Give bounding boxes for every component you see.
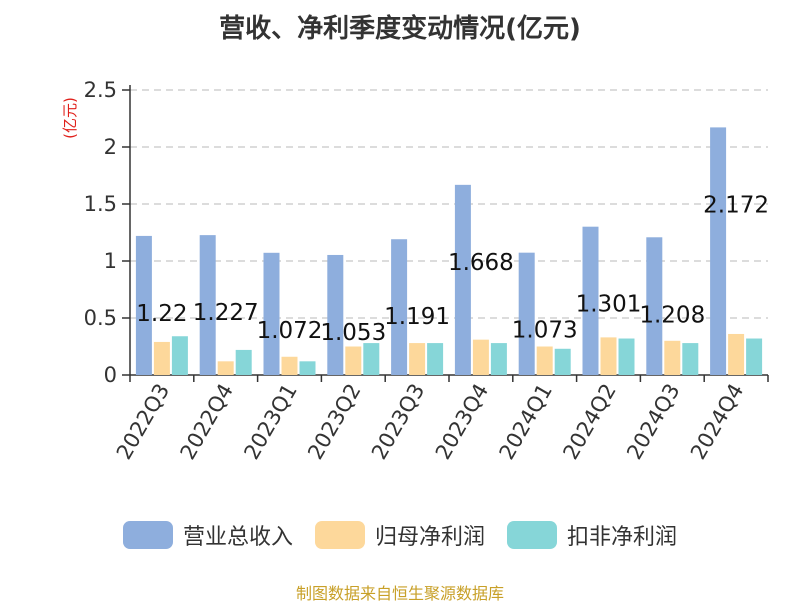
source-note: 制图数据来自恒生聚源数据库	[295, 584, 504, 603]
x-tick-label: 2024Q2	[558, 380, 620, 464]
legend-item-net-profit[interactable]: 归母净利润	[314, 519, 485, 551]
bar-deducted-net-profit[interactable]	[618, 338, 635, 375]
x-tick-label: 2024Q1	[495, 380, 557, 464]
x-tick-label: 2023Q2	[303, 380, 365, 464]
x-tick-label: 2022Q4	[176, 380, 238, 464]
bar-deducted-net-profit[interactable]	[299, 361, 316, 375]
bar-net-profit[interactable]	[728, 333, 745, 375]
legend-item-revenue[interactable]: 营业总收入	[122, 519, 293, 551]
bars	[135, 127, 763, 376]
data-label: 1.053	[320, 320, 386, 346]
bar-revenue[interactable]	[199, 235, 216, 375]
y-tick-label: 0	[104, 363, 117, 387]
bar-net-profit[interactable]	[281, 356, 298, 375]
bar-net-profit[interactable]	[153, 341, 170, 375]
bar-revenue[interactable]	[263, 252, 280, 375]
x-tick-label: 2024Q4	[686, 380, 748, 464]
bar-revenue[interactable]	[646, 237, 663, 375]
bar-revenue[interactable]	[710, 127, 727, 375]
bar-net-profit[interactable]	[664, 340, 681, 375]
legend: 营业总收入 归母净利润 扣非净利润	[0, 519, 800, 551]
bar-net-profit[interactable]	[217, 361, 234, 375]
legend-swatch-net-profit	[314, 521, 365, 549]
y-tick-label: 2	[104, 135, 117, 159]
grid-lines	[130, 89, 768, 319]
x-tick-label: 2023Q4	[431, 380, 493, 464]
data-label: 1.191	[384, 304, 450, 330]
bar-net-profit[interactable]	[409, 343, 426, 375]
data-label: 1.22	[136, 301, 187, 327]
data-label: 1.073	[512, 318, 578, 344]
bar-revenue[interactable]	[582, 226, 599, 375]
y-tick-label: 1	[104, 249, 117, 273]
bar-deducted-net-profit[interactable]	[554, 348, 571, 375]
y-axis-label: (亿元)	[61, 97, 79, 139]
y-tick-label: 1.5	[84, 192, 117, 216]
data-label: 1.227	[193, 300, 259, 326]
data-label: 2.172	[703, 192, 769, 218]
x-tick-label: 2024Q3	[622, 380, 684, 464]
bar-deducted-net-profit[interactable]	[235, 349, 252, 375]
x-tick-label: 2022Q3	[112, 380, 174, 464]
bar-net-profit[interactable]	[536, 346, 553, 376]
bar-net-profit[interactable]	[472, 339, 489, 375]
bar-deducted-net-profit[interactable]	[682, 343, 699, 375]
x-tick-label: 2023Q1	[239, 380, 301, 464]
legend-label-revenue: 营业总收入	[182, 525, 293, 550]
bar-net-profit[interactable]	[600, 337, 617, 375]
data-label: 1.668	[448, 250, 514, 276]
bar-revenue[interactable]	[135, 235, 152, 375]
data-label: 1.301	[576, 292, 642, 318]
bar-revenue[interactable]	[454, 184, 471, 375]
y-tick-label: 0.5	[84, 306, 117, 330]
data-label: 1.208	[639, 302, 705, 328]
legend-item-deducted-net-profit[interactable]: 扣非净利润	[507, 519, 677, 551]
bar-deducted-net-profit[interactable]	[171, 336, 188, 375]
chart-title: 营收、净利季度变动情况(亿元)	[219, 14, 581, 44]
bar-deducted-net-profit[interactable]	[490, 343, 507, 375]
legend-swatch-revenue	[122, 521, 173, 549]
x-tick-label: 2023Q3	[367, 380, 429, 464]
y-tick-label: 2.5	[84, 78, 117, 102]
bar-revenue[interactable]	[518, 252, 535, 375]
bar-deducted-net-profit[interactable]	[363, 343, 380, 375]
legend-label-deducted-net-profit: 扣非净利润	[567, 525, 678, 550]
data-label: 1.072	[257, 318, 323, 344]
bar-net-profit[interactable]	[345, 346, 362, 376]
bar-revenue[interactable]	[391, 239, 408, 375]
bar-deducted-net-profit[interactable]	[427, 343, 444, 375]
legend-label-net-profit: 归母净利润	[374, 525, 485, 550]
bar-revenue[interactable]	[327, 254, 344, 375]
bar-deducted-net-profit[interactable]	[746, 338, 763, 375]
legend-swatch-deducted-net-profit	[507, 521, 557, 549]
